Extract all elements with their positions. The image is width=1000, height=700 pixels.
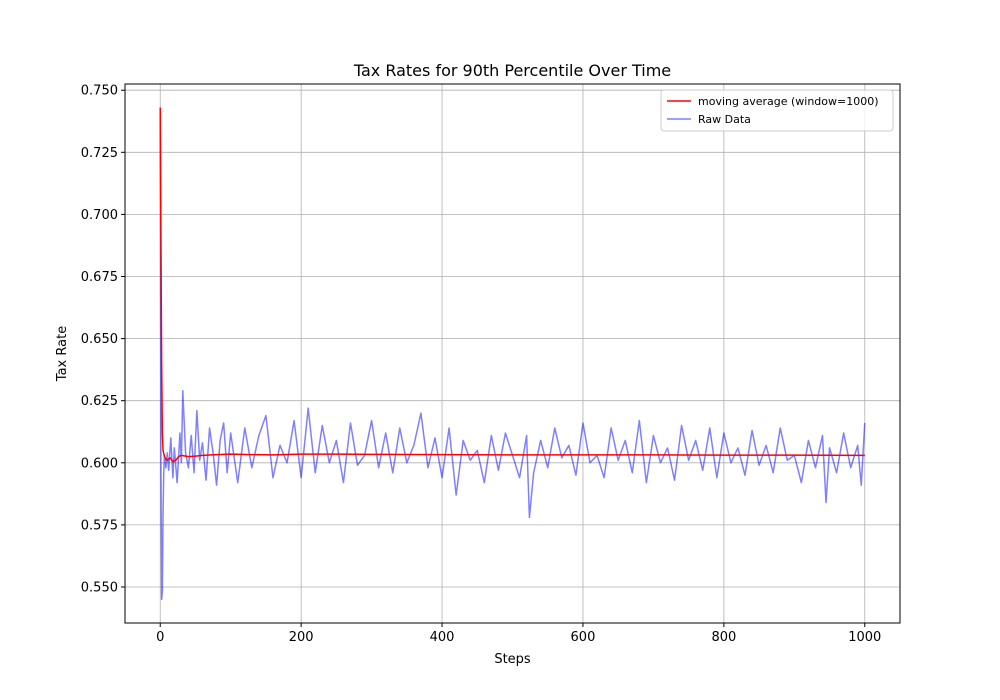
x-tick-label: 1000 bbox=[848, 630, 881, 645]
y-axis-label: Tax Rate bbox=[55, 326, 70, 382]
plot-area bbox=[159, 107, 866, 601]
x-axis-label: Steps bbox=[494, 652, 531, 667]
legend-label-moving-average: moving average (window=1000) bbox=[698, 95, 879, 108]
x-tick-label: 600 bbox=[571, 630, 596, 645]
chart-title: Tax Rates for 90th Percentile Over Time bbox=[353, 61, 671, 80]
legend: moving average (window=1000) Raw Data bbox=[660, 89, 894, 132]
series-line-raw-data bbox=[159, 107, 866, 601]
x-axis-ticks: 0 200 400 600 800 1000 bbox=[156, 623, 881, 645]
series-line-moving-average bbox=[159, 107, 865, 463]
x-tick-label: 400 bbox=[430, 630, 455, 645]
y-tick-label: 0.700 bbox=[81, 208, 118, 223]
y-tick-label: 0.675 bbox=[81, 270, 118, 285]
y-tick-label: 0.725 bbox=[81, 146, 118, 161]
series-layer bbox=[159, 107, 866, 601]
y-tick-label: 0.650 bbox=[81, 332, 118, 347]
y-tick-label: 0.600 bbox=[81, 456, 118, 471]
y-tick-label: 0.550 bbox=[81, 580, 118, 595]
legend-box bbox=[660, 89, 894, 132]
plot-frame bbox=[124, 83, 901, 624]
y-tick-label: 0.625 bbox=[81, 394, 118, 409]
x-tick-label: 800 bbox=[711, 630, 736, 645]
x-tick-label: 200 bbox=[289, 630, 314, 645]
y-tick-label: 0.575 bbox=[81, 518, 118, 533]
legend-label-raw-data: Raw Data bbox=[698, 113, 751, 126]
y-tick-label: 0.750 bbox=[81, 84, 118, 99]
y-axis-ticks: 0.550 0.575 0.600 0.625 0.650 0.675 0.700 0.725… bbox=[81, 84, 125, 595]
x-tick-label: 0 bbox=[156, 630, 164, 645]
grid bbox=[125, 84, 900, 623]
